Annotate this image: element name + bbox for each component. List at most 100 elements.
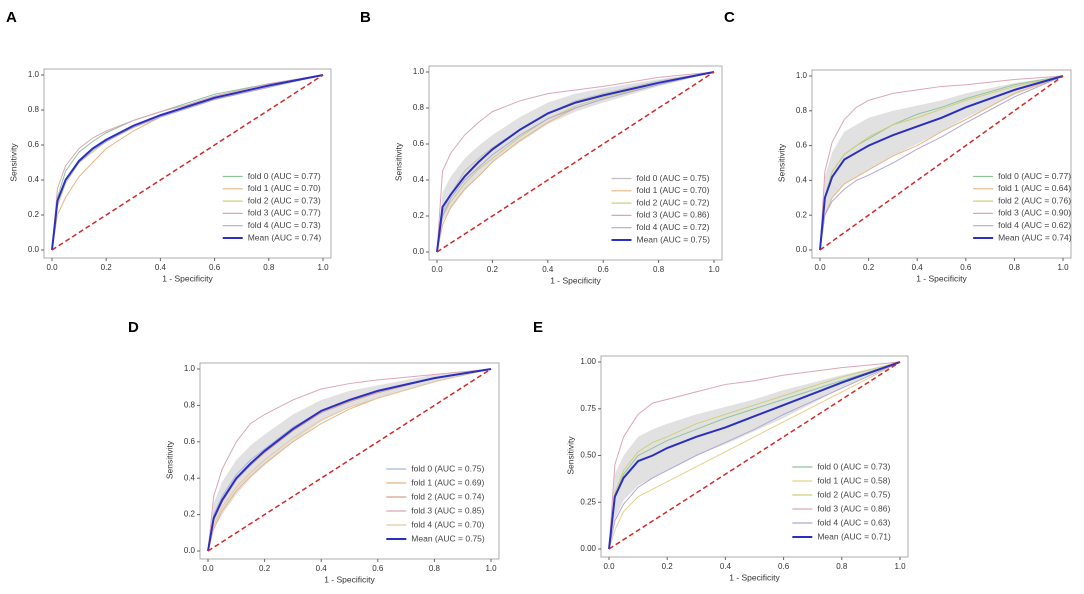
- x-tick-label: 0.8: [836, 562, 848, 571]
- x-tick-label: 1.0: [894, 562, 906, 571]
- std-band: [609, 362, 900, 549]
- fold-roc-curve: [436, 71, 715, 253]
- fold-roc-curve: [608, 361, 901, 550]
- fold-roc-curve: [608, 361, 901, 550]
- mean-roc-curve: [608, 361, 901, 550]
- y-tick-label: 0.00: [580, 544, 596, 553]
- chance-line: [207, 368, 492, 552]
- mean-roc-curve: [819, 75, 1064, 251]
- legend-label: fold 4 (AUC = 0.73): [248, 220, 321, 230]
- fold-roc-curve: [819, 75, 1064, 251]
- x-tick-label: 0.8: [653, 265, 665, 274]
- legend-label: fold 2 (AUC = 0.76): [998, 195, 1071, 205]
- legend-label: fold 1 (AUC = 0.69): [411, 477, 484, 487]
- legend-label: fold 1 (AUC = 0.64): [998, 183, 1071, 193]
- legend-label: Mean (AUC = 0.75): [637, 234, 711, 244]
- y-tick-label: 1.0: [796, 71, 808, 80]
- plot-frame: [199, 362, 500, 560]
- y-tick-label: 1.0: [184, 364, 196, 373]
- fold-roc-curve: [819, 75, 1064, 251]
- y-tick-label: 0.8: [413, 103, 425, 112]
- x-tick-label: 0.6: [960, 263, 972, 272]
- y-tick-label: 0.4: [184, 473, 196, 482]
- x-tick-label: 0.4: [155, 263, 167, 272]
- x-tick-label: 0.2: [101, 263, 113, 272]
- y-tick-label: 0.6: [796, 141, 808, 150]
- mean-roc-curve: [436, 71, 715, 253]
- legend-label: Mean (AUC = 0.75): [411, 533, 485, 543]
- y-tick-label: 0.8: [28, 105, 40, 114]
- legend-label: fold 0 (AUC = 0.77): [998, 171, 1071, 181]
- fold-roc-curve: [51, 74, 324, 251]
- x-axis-label: 1 - Specificity: [162, 273, 213, 283]
- legend-label: fold 0 (AUC = 0.75): [411, 463, 484, 473]
- legend-label: fold 0 (AUC = 0.73): [817, 461, 890, 471]
- fold-roc-curve: [608, 361, 901, 550]
- x-tick-label: 0.4: [912, 263, 924, 272]
- x-axis-label: 1 - Specificity: [324, 574, 375, 584]
- legend-label: Mean (AUC = 0.74): [248, 232, 322, 242]
- y-tick-label: 0.25: [580, 497, 596, 506]
- panel-label: D: [128, 319, 139, 336]
- fold-roc-curve: [608, 361, 901, 550]
- y-axis-label: Sensitivity: [393, 142, 403, 181]
- x-tick-label: 0.4: [542, 265, 554, 274]
- panel-label: B: [360, 9, 371, 26]
- legend-label: fold 2 (AUC = 0.72): [637, 197, 710, 207]
- legend-label: fold 4 (AUC = 0.62): [998, 220, 1071, 230]
- legend-label: fold 3 (AUC = 0.86): [817, 503, 890, 513]
- legend-label: fold 2 (AUC = 0.74): [411, 491, 484, 501]
- x-tick-label: 0.2: [259, 564, 271, 573]
- fold-roc-curve: [207, 368, 492, 552]
- y-axis-label: Sensitivity: [164, 440, 174, 479]
- mean-roc-curve: [51, 74, 324, 251]
- y-axis-label: Sensitivity: [776, 143, 786, 182]
- legend-label: fold 2 (AUC = 0.75): [817, 489, 890, 499]
- panel-label: A: [6, 9, 17, 26]
- y-tick-label: 0.4: [796, 176, 808, 185]
- legend-label: fold 1 (AUC = 0.58): [817, 475, 890, 485]
- legend-label: fold 4 (AUC = 0.72): [637, 222, 710, 232]
- plot-frame: [600, 355, 909, 558]
- y-axis-label: Sensitivity: [565, 436, 575, 475]
- x-tick-label: 1.0: [317, 263, 329, 272]
- y-tick-label: 0.4: [413, 175, 425, 184]
- plot-frame: [428, 65, 723, 261]
- x-tick-label: 0.6: [598, 265, 610, 274]
- legend-label: fold 2 (AUC = 0.73): [248, 195, 321, 205]
- x-tick-label: 1.0: [708, 265, 720, 274]
- x-tick-label: 0.6: [778, 562, 790, 571]
- legend-label: fold 0 (AUC = 0.75): [637, 173, 710, 183]
- legend-label: fold 0 (AUC = 0.77): [248, 171, 321, 181]
- x-tick-label: 0.0: [814, 263, 826, 272]
- x-tick-label: 0.4: [316, 564, 328, 573]
- y-tick-label: 0.8: [184, 401, 196, 410]
- fold-roc-curve: [51, 74, 324, 251]
- x-tick-label: 1.0: [1057, 263, 1069, 272]
- y-tick-label: 0.2: [796, 210, 808, 219]
- legend-label: fold 3 (AUC = 0.90): [998, 208, 1071, 218]
- fold-roc-curve: [819, 75, 1064, 251]
- legend-label: Mean (AUC = 0.74): [998, 232, 1072, 242]
- legend-label: fold 1 (AUC = 0.70): [637, 185, 710, 195]
- panel-label: E: [533, 319, 543, 336]
- x-tick-label: 0.0: [603, 562, 615, 571]
- y-tick-label: 0.8: [796, 106, 808, 115]
- plot-frame: [811, 69, 1072, 259]
- x-tick-label: 0.6: [372, 564, 384, 573]
- fold-roc-curve: [608, 361, 901, 550]
- std-band: [820, 76, 1063, 250]
- legend-label: fold 4 (AUC = 0.63): [817, 517, 890, 527]
- legend-label: fold 1 (AUC = 0.70): [248, 183, 321, 193]
- chance-line: [436, 71, 715, 253]
- y-tick-label: 0.75: [580, 404, 596, 413]
- fold-roc-curve: [819, 75, 1064, 251]
- x-tick-label: 0.8: [263, 263, 275, 272]
- x-tick-label: 0.0: [46, 263, 58, 272]
- fold-roc-curve: [436, 71, 715, 253]
- y-tick-label: 0.6: [184, 437, 196, 446]
- mean-roc-curve: [207, 368, 492, 552]
- x-tick-label: 0.8: [1009, 263, 1021, 272]
- y-tick-label: 0.50: [580, 451, 596, 460]
